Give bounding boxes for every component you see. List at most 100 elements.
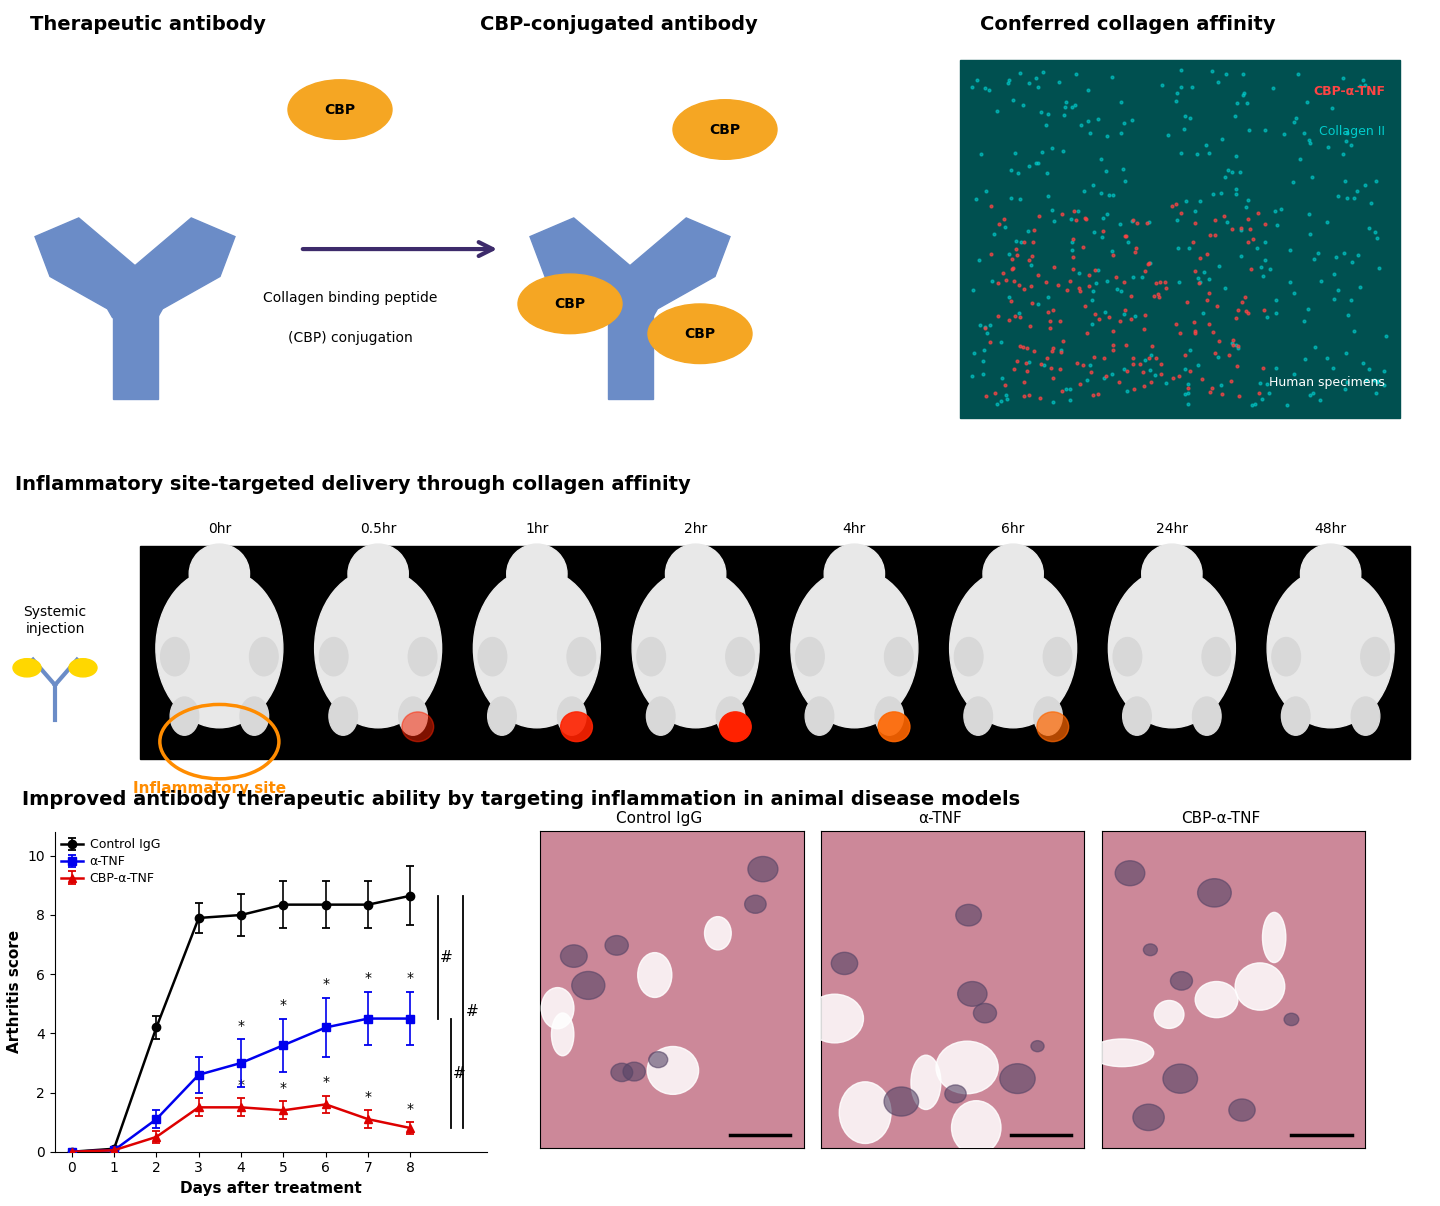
Ellipse shape xyxy=(320,638,348,675)
Point xyxy=(1081,175,1104,194)
Point xyxy=(1257,384,1280,403)
Point xyxy=(1234,287,1257,306)
Point xyxy=(1296,92,1319,111)
Text: CBP: CBP xyxy=(554,297,586,311)
Point xyxy=(998,311,1021,330)
Point xyxy=(1174,359,1197,379)
Polygon shape xyxy=(960,60,1400,418)
Ellipse shape xyxy=(840,1082,891,1143)
Point xyxy=(1004,240,1027,259)
Point xyxy=(1279,273,1302,292)
Point xyxy=(998,70,1021,89)
Text: Human specimens: Human specimens xyxy=(1269,375,1385,388)
Point xyxy=(1240,259,1263,279)
Point xyxy=(1231,84,1254,104)
Point xyxy=(1109,93,1132,112)
Point xyxy=(1024,153,1047,172)
Point xyxy=(1320,359,1344,379)
Ellipse shape xyxy=(956,904,982,926)
Point xyxy=(1224,178,1247,198)
Point xyxy=(1132,362,1155,381)
Point xyxy=(1149,355,1172,374)
Point xyxy=(1079,356,1102,375)
Ellipse shape xyxy=(1155,1001,1184,1029)
Point xyxy=(1188,271,1211,291)
Ellipse shape xyxy=(611,1064,632,1082)
Point xyxy=(1182,233,1205,252)
Point xyxy=(1345,181,1368,200)
Point xyxy=(1372,375,1395,394)
Text: CBP: CBP xyxy=(684,327,716,341)
Point xyxy=(1021,247,1044,267)
Point xyxy=(1054,96,1077,116)
Point xyxy=(1043,211,1066,230)
Point xyxy=(1309,271,1332,291)
Ellipse shape xyxy=(1031,1041,1044,1052)
Point xyxy=(1169,204,1192,223)
Point xyxy=(1050,340,1073,359)
Point xyxy=(1339,291,1362,310)
Point xyxy=(1081,281,1104,300)
Point xyxy=(1266,216,1289,235)
Text: Conferred collagen affinity: Conferred collagen affinity xyxy=(981,14,1276,34)
Point xyxy=(1138,361,1161,380)
Point xyxy=(1179,362,1202,381)
Point xyxy=(1358,218,1381,238)
Point xyxy=(1187,355,1210,374)
Point xyxy=(986,274,1009,293)
Point xyxy=(1184,201,1207,221)
Point xyxy=(1296,299,1319,318)
Point xyxy=(1254,251,1277,270)
Point xyxy=(1113,227,1136,246)
Point xyxy=(978,333,1001,352)
Point xyxy=(1236,233,1259,252)
Point xyxy=(1187,268,1210,287)
Point xyxy=(1002,271,1025,291)
Point xyxy=(1176,394,1200,414)
Point xyxy=(1048,72,1071,92)
Point xyxy=(973,78,996,98)
Point xyxy=(1164,194,1187,213)
Ellipse shape xyxy=(1361,638,1390,675)
Point xyxy=(1112,304,1135,323)
Point xyxy=(979,245,1002,264)
Point xyxy=(1043,393,1066,412)
Point xyxy=(1332,244,1355,263)
Ellipse shape xyxy=(955,638,984,675)
Point xyxy=(1139,373,1162,392)
Point xyxy=(1230,246,1253,265)
Text: #: # xyxy=(452,1066,465,1081)
Point xyxy=(999,292,1022,311)
Point xyxy=(1122,210,1145,229)
Point xyxy=(1176,384,1200,403)
Polygon shape xyxy=(618,218,730,317)
Point xyxy=(1149,364,1172,384)
Point xyxy=(1032,355,1056,374)
Point xyxy=(1184,213,1207,233)
Point xyxy=(1094,204,1117,223)
Point xyxy=(1169,60,1192,80)
Point xyxy=(1068,374,1092,393)
Point xyxy=(1050,343,1073,362)
Point xyxy=(992,209,1015,228)
Point xyxy=(1001,259,1024,279)
Point xyxy=(1092,368,1115,387)
Point xyxy=(1185,144,1208,163)
Point xyxy=(1248,257,1272,276)
Point xyxy=(1005,232,1028,251)
Point xyxy=(1166,83,1189,103)
Point xyxy=(1107,373,1130,392)
Point xyxy=(1076,370,1099,390)
Point xyxy=(1224,335,1247,355)
Text: 48hr: 48hr xyxy=(1315,522,1346,537)
Point xyxy=(1210,183,1233,203)
Point xyxy=(1161,369,1184,388)
Point xyxy=(969,315,992,334)
Point xyxy=(1071,356,1094,375)
Ellipse shape xyxy=(1143,944,1158,955)
Point xyxy=(1302,384,1325,403)
Text: CBP: CBP xyxy=(324,103,356,117)
Point xyxy=(1211,385,1234,404)
Point xyxy=(1119,309,1142,328)
Point xyxy=(1077,111,1100,130)
